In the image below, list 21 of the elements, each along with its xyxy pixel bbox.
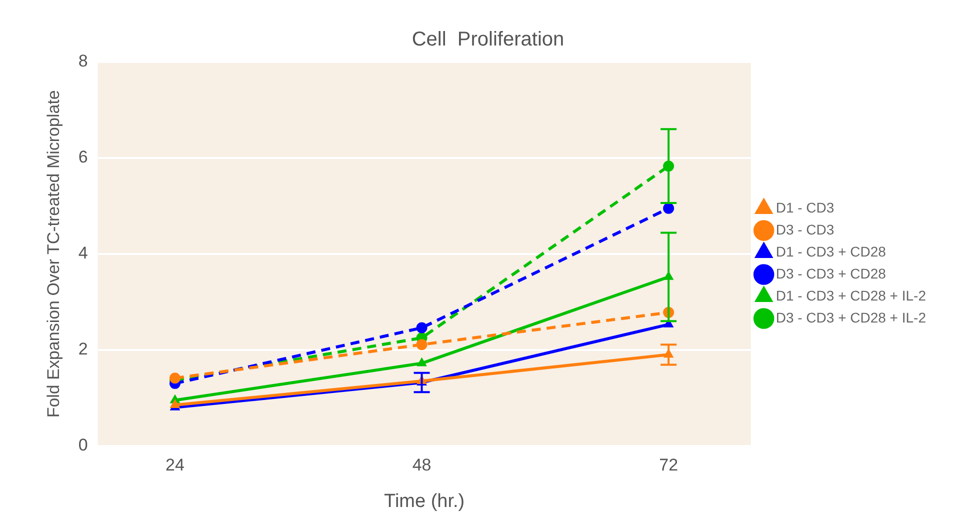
y-tick-label: 8 [78,52,88,71]
chart-title: Cell Proliferation [412,28,564,51]
y-tick-label: 0 [78,435,88,454]
y-axis-title: Fold Expansion Over TC-treated Microplate [44,90,63,418]
y-tick-label: 6 [78,148,88,167]
point [416,358,427,366]
legend-label: D3 - CD3 + CD28 [776,265,886,282]
point [416,339,428,350]
x-axis-title: Time (hr.) [384,490,465,512]
x-tick-label: 24 [166,456,184,475]
point [416,322,428,334]
legend-label: D1 - CD3 + CD28 [776,243,886,260]
y-tick-label: 4 [78,244,88,263]
legend-label: D3 - CD3 [776,221,834,238]
x-tick-label: 72 [659,456,678,475]
point [663,202,674,214]
legend-label: D3 - CD3 + CD28 + IL-2 [776,309,926,326]
y-tick-label: 2 [78,340,88,359]
legend-label: D1 - CD3 [776,199,834,216]
x-tick-label: 48 [412,456,432,475]
legend-label: D1 - CD3 + CD28 + IL-2 [776,287,926,304]
